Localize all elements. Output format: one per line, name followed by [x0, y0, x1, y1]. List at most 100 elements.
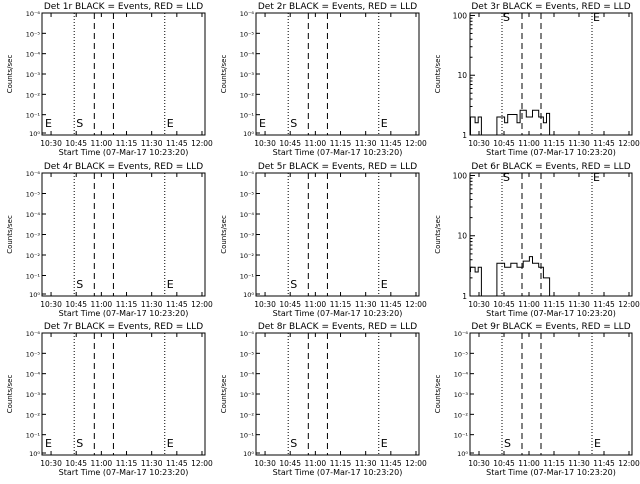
marker-s-2-1: S — [290, 117, 297, 130]
x-axis-label-3: Start Time (07-Mar-17 10:23:20) — [486, 148, 616, 157]
y-tick-label-8-6: 10⁻⁶ — [240, 330, 255, 338]
x-tick-label-5-0: 10:30 — [254, 300, 276, 309]
plot-frame-1 — [41, 12, 206, 136]
x-tick-label-8-1: 10:45 — [279, 459, 301, 468]
y-tick-label-1-6: 10⁻⁶ — [26, 10, 41, 18]
y-tick-label-8-5: 10⁻⁵ — [240, 350, 255, 358]
y-axis-label-8: Counts/sec — [220, 375, 228, 414]
x-tick-label-3-0: 10:30 — [468, 139, 490, 148]
y-tick-label-5-2: 10⁻² — [240, 252, 255, 260]
y-tick-label-3-0: 1 — [462, 131, 467, 140]
y-tick-label-6-2: 100 — [453, 171, 468, 180]
x-tick-label-3-6: 12:00 — [618, 139, 640, 148]
x-tick-label-7-3: 11:15 — [116, 459, 138, 468]
x-tick-label-7-1: 10:45 — [65, 459, 87, 468]
y-tick-label-8-3: 10⁻³ — [240, 391, 255, 399]
marker-e-6-1: E — [593, 171, 600, 184]
y-tick-label-4-5: 10⁻⁵ — [26, 191, 41, 199]
y-tick-label-5-3: 10⁻³ — [240, 232, 255, 240]
y-tick-label-8-2: 10⁻² — [240, 411, 255, 419]
x-tick-label-9-4: 11:30 — [568, 459, 590, 468]
y-tick-label-5-0: 10⁰ — [243, 291, 254, 299]
marker-s-8-0: S — [290, 437, 297, 450]
x-tick-label-6-1: 10:45 — [493, 300, 515, 309]
y-tick-label-2-3: 10⁻³ — [240, 71, 255, 79]
x-tick-label-2-1: 10:45 — [279, 139, 301, 148]
x-tick-label-8-5: 11:45 — [380, 459, 402, 468]
plot-title-4: Det 4r BLACK = Events, RED = LLD — [44, 162, 203, 172]
marker-e-7-2: E — [167, 437, 174, 450]
x-tick-label-5-3: 11:15 — [330, 300, 352, 309]
x-tick-label-9-0: 10:30 — [468, 459, 490, 468]
marker-e-8-1: E — [381, 437, 388, 450]
marker-e-7-0: E — [45, 437, 52, 450]
x-tick-label-9-5: 11:45 — [593, 459, 615, 468]
y-axis-label-4: Counts/sec — [6, 215, 14, 254]
x-tick-label-1-1: 10:45 — [65, 139, 87, 148]
y-axis-label-6: Counts/sec — [434, 215, 442, 254]
y-tick-label-1-0: 10⁰ — [29, 130, 40, 138]
x-tick-label-8-4: 11:30 — [355, 459, 377, 468]
plot-title-5: Det 5r BLACK = Events, RED = LLD — [258, 162, 417, 172]
marker-s-7-1: S — [76, 437, 83, 450]
y-tick-label-9-3: 10⁻³ — [454, 391, 469, 399]
plot-frame-6 — [469, 172, 633, 297]
x-tick-label-5-1: 10:45 — [279, 300, 301, 309]
y-tick-label-4-6: 10⁻⁶ — [26, 170, 41, 178]
plot-frame-4 — [41, 172, 206, 297]
plot-frame-7 — [41, 332, 206, 456]
plot-title-2: Det 2r BLACK = Events, RED = LLD — [258, 2, 417, 12]
x-tick-label-3-3: 11:15 — [543, 139, 565, 148]
x-tick-label-9-3: 11:15 — [543, 459, 565, 468]
x-tick-label-1-6: 12:00 — [191, 139, 213, 148]
x-tick-label-7-5: 11:45 — [166, 459, 188, 468]
y-axis-label-5: Counts/sec — [220, 215, 228, 254]
y-tick-label-6-0: 1 — [462, 292, 467, 301]
x-tick-label-2-4: 11:30 — [355, 139, 377, 148]
x-tick-label-3-4: 11:30 — [568, 139, 590, 148]
marker-e-4-1: E — [167, 278, 174, 291]
plot-frame-5 — [255, 172, 420, 297]
x-tick-label-5-2: 11:00 — [305, 300, 327, 309]
x-tick-label-1-0: 10:30 — [40, 139, 62, 148]
y-tick-label-9-0: 10⁰ — [457, 450, 468, 458]
x-tick-label-3-2: 11:00 — [518, 139, 540, 148]
x-tick-label-7-0: 10:30 — [40, 459, 62, 468]
marker-e-9-1: E — [594, 437, 601, 450]
y-tick-label-2-6: 10⁻⁶ — [240, 10, 255, 18]
y-tick-label-8-0: 10⁰ — [243, 450, 254, 458]
y-tick-label-9-5: 10⁻⁵ — [454, 350, 469, 358]
x-tick-label-1-3: 11:15 — [116, 139, 138, 148]
x-tick-label-8-6: 12:00 — [405, 459, 427, 468]
y-tick-label-6-1: 10 — [457, 232, 467, 241]
y-tick-label-2-4: 10⁻⁴ — [240, 51, 255, 59]
y-tick-label-8-4: 10⁻⁴ — [240, 371, 255, 379]
y-tick-label-5-5: 10⁻⁵ — [240, 191, 255, 199]
y-tick-label-4-1: 10⁻¹ — [26, 273, 41, 281]
marker-e-1-2: E — [167, 117, 174, 130]
x-tick-label-4-1: 10:45 — [65, 300, 87, 309]
plot-frame-8 — [255, 332, 420, 456]
x-axis-label-9: Start Time (07-Mar-17 10:23:20) — [486, 468, 616, 477]
x-tick-label-7-4: 11:30 — [141, 459, 163, 468]
plot-frame-2 — [255, 12, 420, 136]
x-axis-label-6: Start Time (07-Mar-17 10:23:20) — [486, 309, 616, 318]
x-tick-label-1-5: 11:45 — [166, 139, 188, 148]
y-tick-label-4-4: 10⁻⁴ — [26, 211, 41, 219]
marker-s-3-0: S — [503, 11, 510, 24]
y-tick-label-5-1: 10⁻¹ — [240, 273, 255, 281]
y-tick-label-3-2: 100 — [453, 11, 468, 20]
y-tick-label-7-5: 10⁻⁵ — [26, 350, 41, 358]
x-axis-label-8: Start Time (07-Mar-17 10:23:20) — [273, 468, 403, 477]
x-tick-label-9-2: 11:00 — [518, 459, 540, 468]
y-tick-label-9-4: 10⁻⁴ — [454, 371, 469, 379]
x-tick-label-8-3: 11:15 — [330, 459, 352, 468]
y-axis-label-9: Counts/sec — [434, 375, 442, 414]
x-axis-label-7: Start Time (07-Mar-17 10:23:20) — [59, 468, 189, 477]
marker-s-1-1: S — [76, 117, 83, 130]
x-tick-label-1-2: 11:00 — [91, 139, 113, 148]
y-tick-label-7-0: 10⁰ — [29, 450, 40, 458]
marker-s-6-0: S — [503, 171, 510, 184]
y-tick-label-4-2: 10⁻² — [26, 252, 41, 260]
